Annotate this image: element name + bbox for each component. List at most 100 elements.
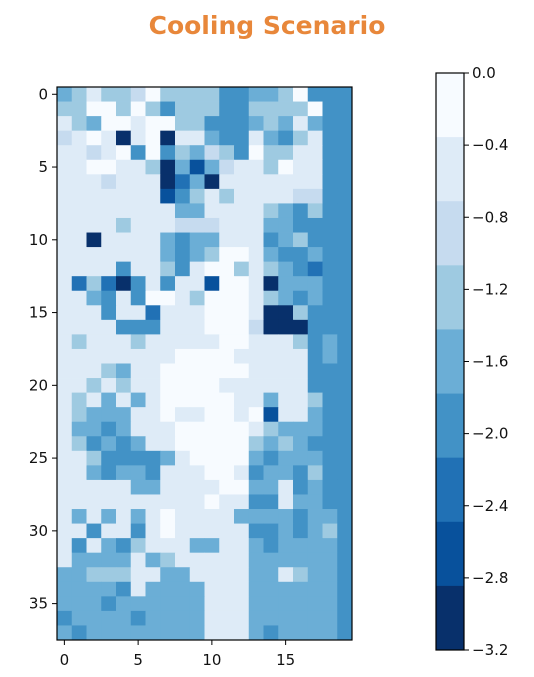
- colorbar-tick-label: −2.8: [472, 569, 508, 587]
- heatmap-cell: [337, 87, 353, 102]
- heatmap-cell: [160, 552, 176, 568]
- heatmap-cell: [160, 159, 176, 175]
- heatmap-cell: [189, 465, 205, 481]
- heatmap-cell: [337, 203, 353, 219]
- heatmap-cell: [57, 596, 73, 612]
- heatmap-cell: [71, 174, 87, 190]
- heatmap-cell: [293, 450, 309, 466]
- heatmap-cell: [160, 523, 176, 539]
- heatmap-cell: [189, 625, 205, 641]
- heatmap-cell: [219, 319, 235, 335]
- heatmap-cell: [175, 363, 191, 379]
- heatmap-cell: [145, 450, 161, 466]
- heatmap-cell: [293, 610, 309, 626]
- heatmap-cell: [130, 101, 146, 117]
- heatmap-cell: [219, 479, 235, 495]
- heatmap-cell: [337, 610, 353, 626]
- heatmap-cell: [219, 145, 235, 161]
- heatmap-cell: [322, 450, 338, 466]
- heatmap-cell: [160, 436, 176, 452]
- colorbar-tick-label: −3.2: [472, 641, 508, 659]
- colorbar-segment: [436, 73, 464, 138]
- heatmap-cell: [293, 421, 309, 437]
- heatmap-cell: [86, 465, 102, 481]
- heatmap-cell: [57, 407, 73, 423]
- heatmap-cell: [234, 305, 250, 321]
- heatmap-cell: [204, 436, 220, 452]
- heatmap-cell: [278, 407, 294, 423]
- heatmap-cell: [189, 610, 205, 626]
- heatmap-cell: [57, 101, 73, 117]
- heatmap-cell: [234, 101, 250, 117]
- heatmap-cell: [160, 610, 176, 626]
- heatmap-cell: [160, 625, 176, 641]
- heatmap-cell: [248, 421, 264, 437]
- heatmap-cell: [57, 567, 73, 583]
- heatmap-cell: [219, 378, 235, 393]
- heatmap-cell: [293, 261, 309, 277]
- heatmap-cell: [322, 261, 338, 277]
- heatmap-cell: [204, 305, 220, 321]
- heatmap-cell: [263, 494, 279, 510]
- heatmap-cell: [322, 276, 338, 292]
- heatmap-cell: [263, 421, 279, 437]
- heatmap-cell: [71, 348, 87, 364]
- heatmap-cell: [322, 232, 338, 248]
- heatmap-cell: [57, 392, 73, 408]
- heatmap-cell: [130, 305, 146, 321]
- heatmap-cell: [263, 581, 279, 597]
- heatmap-cell: [189, 494, 205, 510]
- heatmap-cell: [204, 552, 220, 568]
- heatmap-cell: [248, 378, 264, 393]
- heatmap-cell: [71, 436, 87, 452]
- heatmap-cell: [293, 348, 309, 364]
- heatmap-cell: [189, 363, 205, 379]
- heatmap-cell: [204, 479, 220, 495]
- heatmap-cell: [337, 174, 353, 190]
- heatmap-cell: [248, 610, 264, 626]
- x-tick-label: 0: [60, 651, 70, 669]
- colorbar: 0.0 −0.4 −0.8 −1.2 −1.6 −2.0 −2.4 −2.8 −3.2: [435, 64, 508, 659]
- heatmap-cell: [175, 217, 191, 233]
- heatmap-cell: [175, 509, 191, 524]
- heatmap-cell: [293, 465, 309, 481]
- heatmap-cell: [234, 596, 250, 612]
- heatmap-cell: [101, 392, 117, 408]
- heatmap-cell: [175, 247, 191, 263]
- heatmap-cell: [248, 407, 264, 423]
- heatmap-cell: [204, 348, 220, 364]
- heatmap-cell: [145, 348, 161, 364]
- heatmap-cell: [130, 348, 146, 364]
- heatmap-cell: [337, 319, 353, 335]
- heatmap-cell: [145, 421, 161, 437]
- heatmap-cell: [101, 625, 117, 641]
- heatmap-cell: [263, 276, 279, 292]
- heatmap-cell: [57, 159, 73, 175]
- heatmap-cell: [130, 407, 146, 423]
- heatmap-cell: [116, 276, 132, 292]
- heatmap-cell: [337, 130, 353, 146]
- heatmap-cell: [293, 188, 309, 204]
- colorbar-tick-label: −0.8: [472, 208, 508, 226]
- heatmap-cell: [175, 523, 191, 539]
- heatmap-cell: [322, 305, 338, 321]
- heatmap-cell: [248, 276, 264, 292]
- heatmap-cell: [293, 334, 309, 350]
- heatmap-cell: [175, 538, 191, 554]
- heatmap-cell: [57, 465, 73, 481]
- heatmap-cell: [278, 290, 294, 306]
- heatmap-cell: [71, 407, 87, 423]
- heatmap-cell: [101, 159, 117, 175]
- heatmap-cell: [307, 247, 323, 263]
- heatmap-cell: [189, 334, 205, 350]
- heatmap-cell: [130, 625, 146, 641]
- heatmap-cell: [234, 625, 250, 641]
- heatmap-cell: [219, 174, 235, 190]
- heatmap-cell: [307, 116, 323, 132]
- heatmap-cell: [307, 596, 323, 612]
- heatmap-cell: [263, 567, 279, 583]
- heatmap-cell: [322, 174, 338, 190]
- heatmap-cell: [86, 305, 102, 321]
- x-tick-label: 10: [202, 651, 221, 669]
- heatmap-cell: [101, 363, 117, 379]
